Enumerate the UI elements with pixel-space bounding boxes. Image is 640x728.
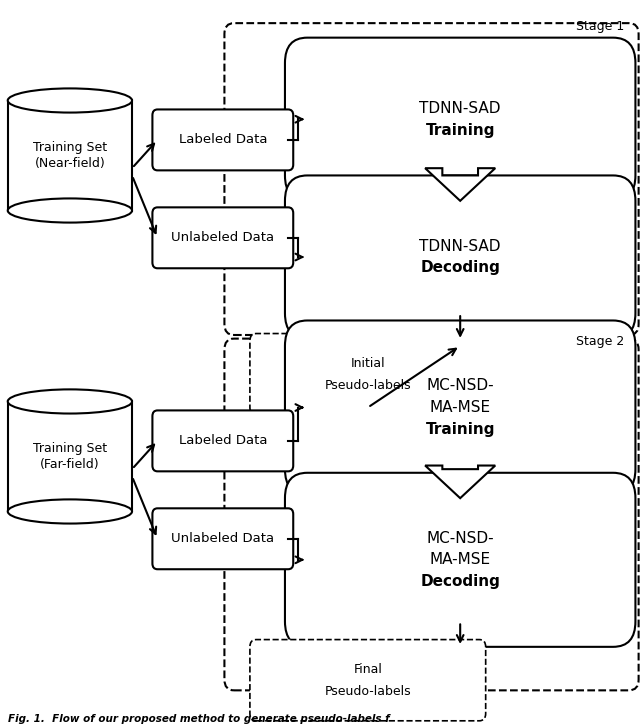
FancyBboxPatch shape (250, 640, 486, 721)
FancyBboxPatch shape (285, 472, 636, 647)
Text: TDNN-SAD: TDNN-SAD (419, 101, 501, 116)
Text: Training: Training (426, 122, 495, 138)
Text: MC-NSD-: MC-NSD- (426, 531, 494, 545)
FancyBboxPatch shape (285, 175, 636, 339)
FancyBboxPatch shape (285, 320, 636, 494)
FancyBboxPatch shape (285, 38, 636, 201)
FancyBboxPatch shape (152, 411, 293, 471)
Text: Decoding: Decoding (420, 574, 500, 589)
FancyBboxPatch shape (225, 23, 639, 335)
Text: Initial: Initial (351, 357, 385, 370)
FancyBboxPatch shape (152, 109, 293, 170)
Ellipse shape (8, 88, 132, 113)
Text: Training Set: Training Set (33, 442, 107, 455)
Text: Training: Training (426, 422, 495, 437)
Text: Unlabeled Data: Unlabeled Data (172, 232, 275, 245)
Text: (Far-field): (Far-field) (40, 458, 100, 471)
Text: MA-MSE: MA-MSE (429, 400, 491, 415)
Text: (Near-field): (Near-field) (35, 157, 105, 170)
Text: Pseudo-labels: Pseudo-labels (324, 684, 411, 697)
Text: Stage 2: Stage 2 (576, 335, 624, 348)
FancyBboxPatch shape (152, 508, 293, 569)
Text: MA-MSE: MA-MSE (429, 553, 491, 567)
FancyBboxPatch shape (250, 333, 486, 415)
Text: Fig. 1.  Flow of our proposed method to generate pseudo-labels f: Fig. 1. Flow of our proposed method to g… (8, 714, 389, 724)
Ellipse shape (8, 199, 132, 223)
Text: Unlabeled Data: Unlabeled Data (172, 532, 275, 545)
Text: MC-NSD-: MC-NSD- (426, 379, 494, 393)
Polygon shape (425, 168, 495, 201)
Text: Training Set: Training Set (33, 141, 107, 154)
Text: Pseudo-labels: Pseudo-labels (324, 379, 411, 392)
Text: Final: Final (353, 662, 382, 676)
Text: Labeled Data: Labeled Data (179, 435, 267, 448)
Text: Labeled Data: Labeled Data (179, 133, 267, 146)
FancyBboxPatch shape (225, 339, 639, 690)
Text: TDNN-SAD: TDNN-SAD (419, 239, 501, 253)
FancyBboxPatch shape (152, 207, 293, 269)
Text: Decoding: Decoding (420, 261, 500, 275)
Bar (8, 100, 132, 210)
Ellipse shape (8, 499, 132, 523)
Bar (8, 401, 132, 512)
Text: Stage 1: Stage 1 (576, 20, 624, 33)
Ellipse shape (8, 389, 132, 414)
Polygon shape (425, 465, 495, 498)
